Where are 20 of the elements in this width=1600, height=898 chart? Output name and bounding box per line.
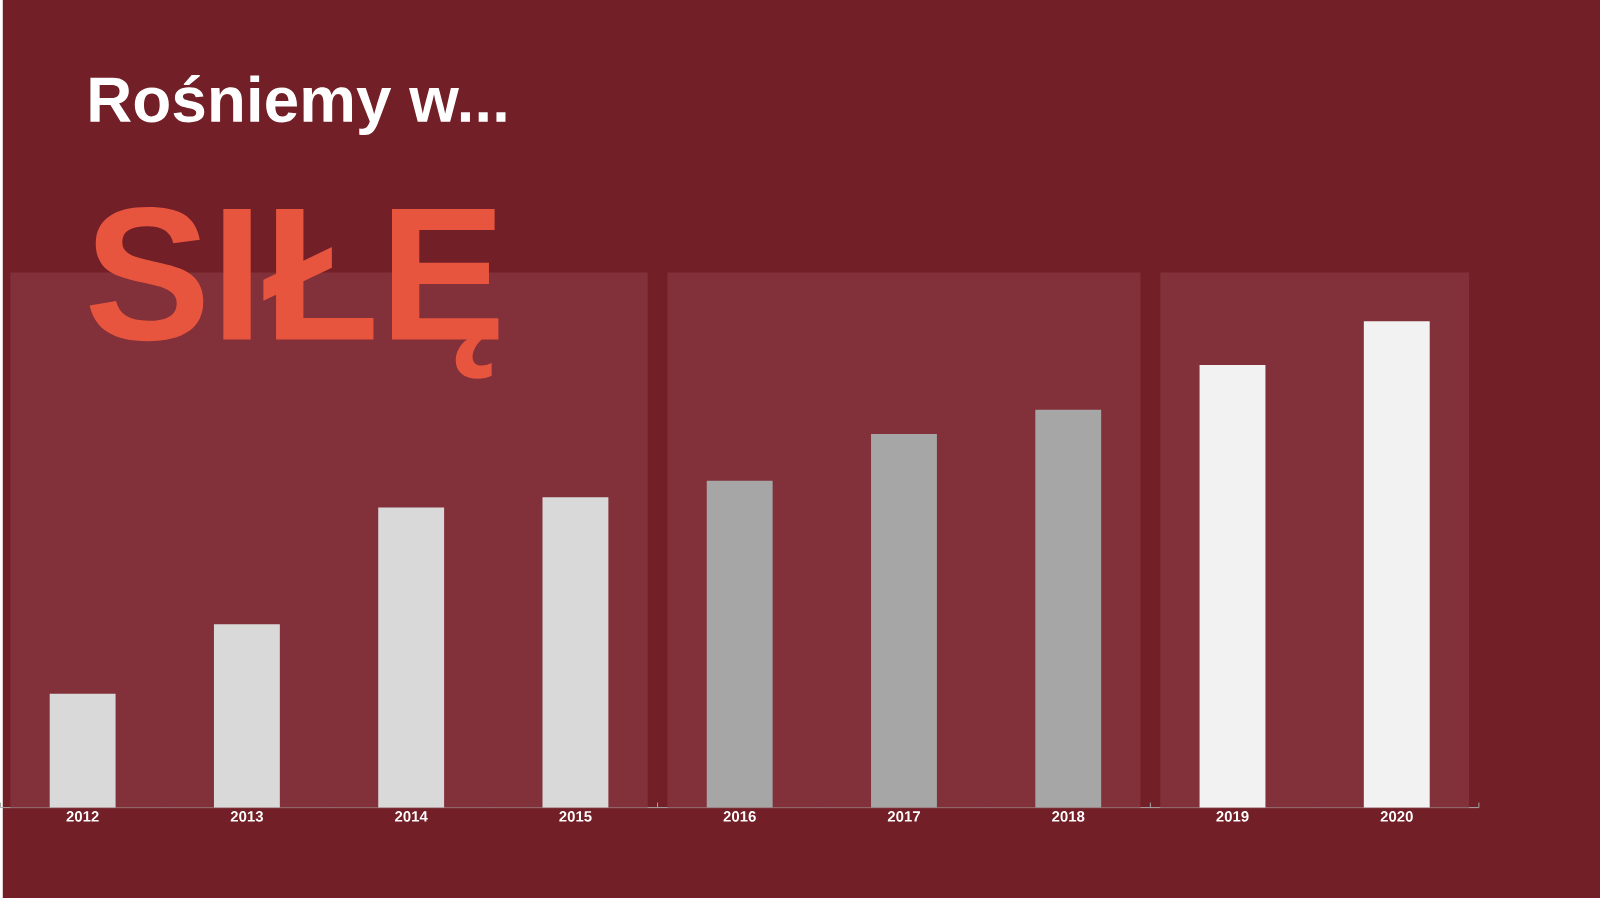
bar — [1035, 409, 1102, 808]
chart-subtitle: SIŁĘ — [89, 206, 499, 379]
x-tick-label: 2014 — [395, 810, 428, 822]
x-tick-label: 2017 — [887, 810, 920, 822]
bar — [871, 433, 937, 808]
x-tick-label: 2015 — [559, 810, 592, 822]
bar — [706, 480, 773, 808]
bar — [542, 497, 609, 808]
x-tick-label: 2016 — [723, 810, 756, 822]
chart-title: Rośniemy w... — [90, 74, 506, 135]
x-tick-label: 2020 — [1380, 810, 1413, 822]
bar — [378, 507, 445, 808]
bar — [1199, 364, 1266, 808]
x-tick-label: 2018 — [1052, 810, 1085, 822]
x-tick-label: 2012 — [66, 810, 99, 822]
bar — [1363, 320, 1430, 808]
x-tick-label: 2019 — [1216, 810, 1249, 822]
x-tick-label: 2013 — [230, 810, 264, 822]
bar — [49, 693, 116, 808]
bar — [213, 623, 280, 808]
